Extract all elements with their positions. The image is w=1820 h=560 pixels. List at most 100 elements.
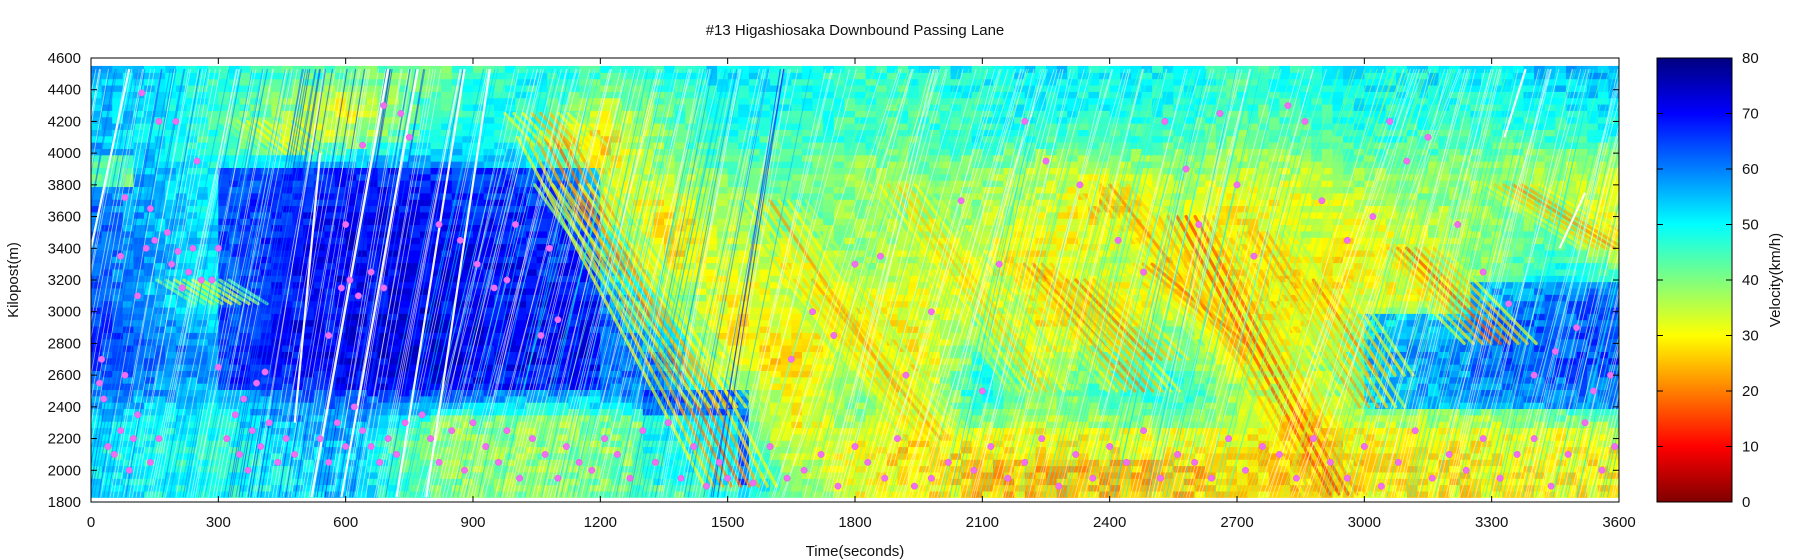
heatmap-cell [473,224,485,232]
heatmap-cell [175,414,188,422]
heatmap-cell [451,148,463,156]
heatmap-cell [324,306,336,314]
heatmap-cell [133,357,145,365]
heatmap-cell [494,383,506,391]
heatmap-cell [112,338,124,346]
heatmap-cell [282,84,294,92]
heatmap-cell [324,452,336,460]
heatmap-cell [144,433,156,441]
heatmap-cell [504,78,517,86]
heatmap-cell [197,103,209,111]
heatmap-cell [791,123,803,130]
heatmap-cell [154,275,166,283]
heatmap-cell [504,243,517,251]
heatmap-cell [366,408,379,416]
heatmap-cell [271,72,283,80]
heatmap-cell [175,262,188,270]
heatmap-cell [218,281,230,289]
heatmap-cell [441,249,453,257]
heatmap-cell [282,313,294,321]
heatmap-cell [462,142,474,149]
heatmap-cell [377,72,389,80]
heatmap-cell [473,402,485,410]
heatmap-cell [207,484,219,492]
heatmap-cell [398,186,410,194]
heatmap-cell [197,440,209,448]
heatmap-cell [855,91,867,99]
heatmap-cell [473,332,485,340]
heatmap-cell [494,306,506,314]
heatmap-cell [91,484,103,492]
heatmap-cell [335,459,347,467]
heatmap-cell [239,313,251,321]
heatmap-cell [483,78,495,86]
heatmap-cell [515,325,527,333]
heatmap-cell [186,370,198,378]
heatmap-cell [419,199,432,207]
heatmap-cell [345,129,357,137]
heatmap-cell [398,338,410,346]
heatmap-cell [165,383,177,391]
heatmap-cell [197,154,209,162]
heatmap-cell [377,440,389,448]
heatmap-cell [292,395,304,403]
heatmap-cell [419,142,432,149]
heatmap-cell [218,262,230,270]
heatmap-cell [154,154,166,162]
heatmap-cell [144,421,156,429]
heatmap-cell [303,332,315,340]
heatmap-cell [324,192,336,200]
heatmap-cell [144,84,156,92]
heatmap-cell [91,490,103,498]
heatmap-cell [122,338,135,346]
heatmap-cell [101,351,113,359]
heatmap-cell [112,313,124,321]
heatmap-cell [409,142,421,149]
heatmap-cell [324,287,336,295]
heatmap-cell [441,268,453,276]
heatmap-cell [175,268,188,276]
heatmap-cell [154,167,166,175]
heatmap-cell [366,389,379,397]
heatmap-cell [801,72,814,80]
heatmap-cell [494,325,506,333]
heatmap-cell [494,148,506,156]
heatmap-cell [282,471,294,479]
heatmap-cell [462,300,474,308]
heatmap-cell [473,161,485,169]
heatmap-cell [377,161,389,169]
heatmap-cell [398,395,410,403]
heatmap-cell [377,332,389,340]
heatmap-cell [504,72,517,80]
heatmap-cell [228,325,241,333]
heatmap-cell [101,84,113,92]
heatmap-cell [207,256,219,264]
heatmap-cell [801,116,814,124]
heatmap-cell [801,192,814,200]
heatmap-cell [419,319,432,327]
heatmap-cell [218,180,230,188]
heatmap-cell [101,313,113,321]
heatmap-cell [292,332,304,340]
heatmap-cell [419,148,432,156]
heatmap-cell [494,116,506,124]
heatmap-cell [515,452,527,460]
heatmap-cell [165,256,177,264]
heatmap-cell [504,300,517,308]
heatmap-cell [345,135,357,143]
heatmap-cell [154,338,166,346]
heatmap-cell [112,186,124,194]
heatmap-cell [207,129,219,137]
heatmap-cell [494,300,506,308]
heatmap-cell [154,421,166,429]
heatmap-cell [483,167,495,175]
heatmap-cell [239,351,251,359]
heatmap-cell [398,370,410,378]
heatmap-cell [409,129,421,137]
heatmap-cell [451,484,463,492]
heatmap-cell [91,452,103,460]
heatmap-cell [335,452,347,460]
heatmap-cell [303,459,315,467]
heatmap-cell [218,103,230,111]
heatmap-cell [494,84,506,92]
